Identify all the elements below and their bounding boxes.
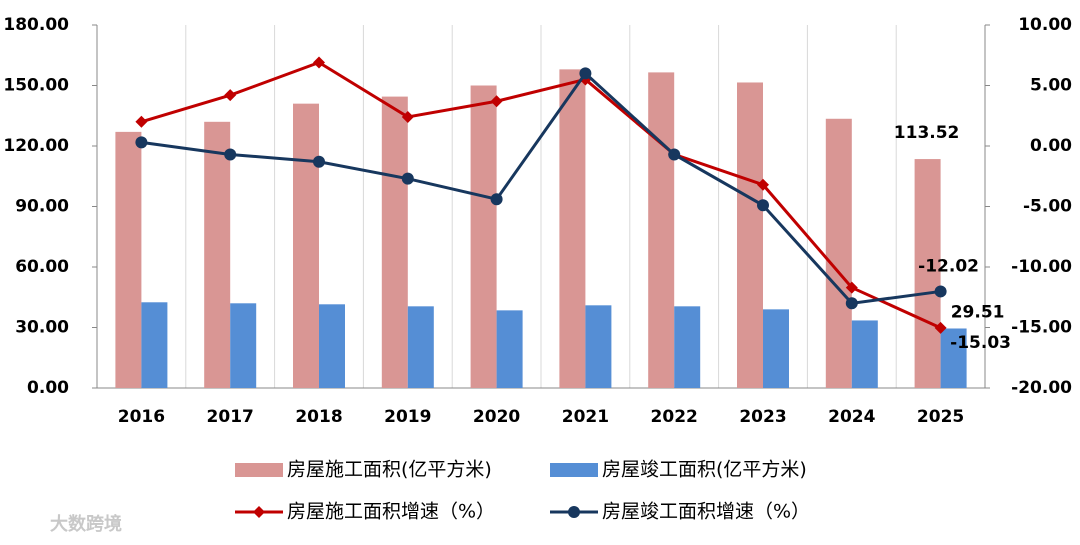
data-label: -15.03	[950, 333, 1011, 353]
marker	[579, 67, 592, 80]
bar	[381, 96, 408, 388]
bar	[763, 309, 789, 388]
x-tick-label: 2021	[562, 407, 609, 427]
line	[141, 71, 941, 305]
data-label: -12.02	[918, 256, 979, 276]
marker	[135, 136, 148, 149]
bar	[674, 306, 701, 388]
y2-tick-label: -20.00	[1011, 378, 1072, 398]
y-tick-label: 90.00	[15, 197, 69, 217]
y2-tick-label: -15.00	[1011, 318, 1072, 338]
y2-tick-label: -5.00	[1023, 197, 1072, 217]
marker	[135, 115, 148, 128]
legend-label: 房屋施工面积(亿平方米)	[287, 459, 492, 481]
marker	[224, 89, 237, 102]
y-tick-label: 30.00	[15, 318, 69, 338]
bar	[141, 302, 168, 388]
legend-label: 房屋竣工面积增速（%）	[602, 501, 810, 523]
bar	[737, 82, 763, 388]
y-tick-label: 60.00	[15, 257, 69, 277]
bar	[585, 305, 612, 388]
y-tick-label: 120.00	[3, 136, 69, 156]
bar	[230, 303, 257, 388]
legend-swatch	[550, 463, 598, 477]
legend-marker	[568, 506, 580, 518]
bar	[115, 131, 142, 388]
marker	[401, 110, 414, 123]
legend-label: 房屋竣工面积(亿平方米)	[602, 459, 807, 481]
legend-label: 房屋施工面积增速（%）	[287, 501, 495, 523]
x-tick-label: 2018	[295, 407, 342, 427]
marker	[934, 321, 947, 334]
bar	[559, 69, 586, 388]
marker	[757, 178, 769, 191]
x-tick-label: 2024	[828, 407, 875, 427]
bar	[407, 306, 434, 388]
marker	[845, 297, 858, 310]
marker	[401, 172, 414, 185]
bar	[648, 72, 675, 389]
marker	[934, 285, 947, 298]
x-tick-label: 2023	[739, 407, 786, 427]
marker	[845, 281, 858, 294]
y2-tick-label: 5.00	[1030, 76, 1072, 96]
bar	[293, 103, 319, 389]
bar	[914, 159, 941, 388]
watermark: 大数跨境	[50, 513, 122, 535]
data-label: 113.52	[894, 123, 960, 143]
marker	[490, 95, 503, 108]
bar	[496, 310, 523, 388]
legend-marker	[253, 506, 265, 518]
y-tick-label: 0.00	[27, 378, 69, 398]
legend-swatch	[235, 463, 283, 477]
bar	[470, 85, 497, 388]
marker	[757, 199, 769, 212]
bar	[204, 121, 231, 389]
y2-tick-label: -10.00	[1011, 257, 1072, 277]
line	[140, 60, 942, 330]
marker	[668, 148, 681, 161]
bar	[940, 328, 967, 388]
marker	[313, 56, 325, 69]
x-tick-label: 2017	[207, 407, 254, 427]
bar	[825, 118, 852, 389]
x-tick-label: 2025	[917, 407, 964, 427]
marker	[224, 148, 237, 161]
bar	[319, 304, 345, 388]
x-tick-label: 2022	[651, 407, 698, 427]
y-tick-label: 180.00	[3, 15, 69, 35]
y2-tick-label: 10.00	[1018, 15, 1072, 35]
marker	[313, 155, 325, 168]
x-tick-label: 2020	[473, 407, 520, 427]
marker	[490, 193, 503, 206]
x-tick-label: 2019	[384, 407, 431, 427]
data-label: 29.51	[951, 302, 1005, 322]
bar	[851, 320, 878, 388]
y2-tick-label: 0.00	[1030, 136, 1072, 156]
y-tick-label: 150.00	[3, 76, 69, 96]
x-tick-label: 2016	[118, 407, 165, 427]
